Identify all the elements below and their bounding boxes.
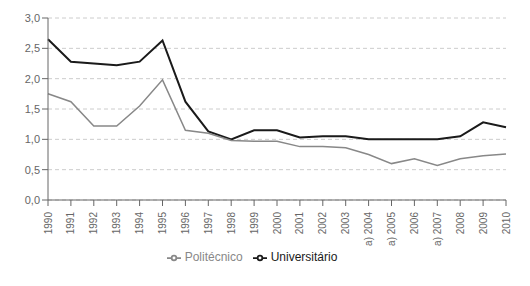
svg-text:1999: 1999 (249, 212, 260, 235)
svg-text:2003: 2003 (340, 212, 351, 235)
svg-text:2010: 2010 (501, 212, 512, 235)
svg-text:1,0: 1,0 (25, 133, 40, 145)
svg-text:1996: 1996 (180, 212, 191, 235)
html-text:Politécnico: Politécnico (184, 250, 243, 264)
svg-text:1997: 1997 (203, 212, 214, 235)
svg-text:2002: 2002 (317, 212, 328, 235)
svg-text:1991: 1991 (65, 212, 76, 235)
svg-text:1994: 1994 (134, 212, 145, 235)
svg-text:1,5: 1,5 (25, 103, 40, 115)
svg-text:2,0: 2,0 (25, 73, 40, 85)
svg-text:3,0: 3,0 (25, 12, 40, 24)
svg-text:2,5: 2,5 (25, 42, 40, 54)
svg-text:2008: 2008 (455, 212, 466, 235)
svg-text:1992: 1992 (88, 212, 99, 235)
svg-text:2009: 2009 (478, 212, 489, 235)
svg-text:2001: 2001 (294, 212, 305, 235)
svg-text:1993: 1993 (111, 212, 122, 235)
svg-text:2006: 2006 (409, 212, 420, 235)
svg-text:1990: 1990 (43, 212, 54, 235)
svg-text:a) 2007: a) 2007 (432, 212, 443, 246)
svg-text:a) 2004: a) 2004 (363, 212, 374, 246)
svg-text:a) 2005: a) 2005 (386, 212, 397, 246)
svg-text:2000: 2000 (272, 212, 283, 235)
svg-text:1995: 1995 (157, 212, 168, 235)
svg-text:0,5: 0,5 (25, 164, 40, 176)
svg-text:1998: 1998 (226, 212, 237, 235)
svg-text:0,0: 0,0 (25, 194, 40, 206)
html-text:Universitário: Universitário (270, 250, 338, 264)
